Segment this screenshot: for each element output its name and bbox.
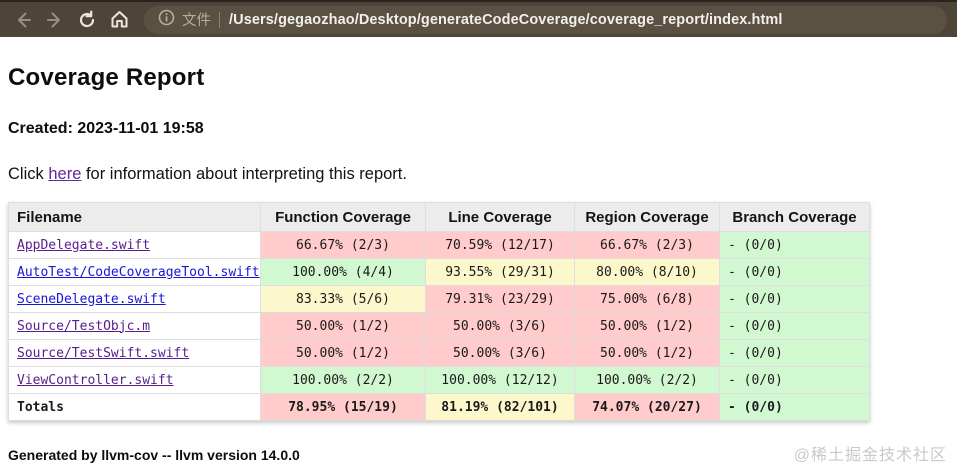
branch-coverage-cell: - (0/0): [719, 258, 870, 286]
totals-row: Totals 78.95% (15/19) 81.19% (82/101) 74.07…: [8, 393, 870, 421]
region-coverage-cell: 100.00% (2/2): [574, 366, 720, 394]
here-link[interactable]: here: [48, 165, 82, 183]
function-coverage-cell: 83.33% (5/6): [260, 285, 426, 313]
function-coverage-cell: 100.00% (4/4): [260, 258, 426, 286]
table-row: Source/TestObjc.m 50.00% (1/2) 50.00% (3/6…: [8, 312, 870, 340]
table-row: ViewController.swift 100.00% (2/2) 100.00%…: [8, 366, 870, 394]
created-timestamp: Created: 2023-11-01 19:58: [8, 120, 204, 137]
function-coverage-cell: 100.00% (2/2): [260, 366, 426, 394]
function-coverage-cell: 50.00% (1/2): [260, 339, 426, 367]
branch-coverage-cell: - (0/0): [719, 339, 870, 367]
watermark: @稀土掘金技术社区: [793, 447, 947, 464]
table-row: AutoTest/CodeCoverageTool.swift 100.00% (…: [8, 258, 870, 286]
filename-cell: Source/TestSwift.swift: [8, 339, 261, 367]
function-coverage-cell: 66.67% (2/3): [260, 231, 426, 259]
filename-cell: SceneDelegate.swift: [8, 285, 261, 313]
table-row: Source/TestSwift.swift 50.00% (1/2) 50.00%…: [8, 339, 870, 367]
filename-cell: Source/TestObjc.m: [8, 312, 261, 340]
region-coverage-cell: 50.00% (1/2): [574, 312, 720, 340]
home-icon: [109, 9, 130, 30]
filename-cell: AutoTest/CodeCoverageTool.swift: [8, 258, 261, 286]
branch-coverage-cell: - (0/0): [719, 366, 870, 394]
file-link[interactable]: SceneDelegate.swift: [17, 291, 166, 307]
region-coverage-cell: 50.00% (1/2): [574, 339, 720, 367]
function-coverage-cell: 78.95% (15/19): [260, 393, 426, 421]
line-coverage-cell: 100.00% (12/12): [425, 366, 575, 394]
line-coverage-cell: 50.00% (3/6): [425, 339, 575, 367]
line-coverage-cell: 50.00% (3/6): [425, 312, 575, 340]
address-divider: [219, 11, 220, 28]
region-coverage-cell: 66.67% (2/3): [574, 231, 720, 259]
file-link[interactable]: ViewController.swift: [17, 372, 174, 388]
reload-icon: [77, 10, 97, 30]
info-icon[interactable]: [158, 9, 175, 31]
generator-footer: Generated by llvm-cov -- llvm version 14…: [8, 447, 300, 463]
browser-toolbar: 文件 /Users/gegaozhao/Desktop/generateCode…: [0, 0, 957, 37]
column-header-region-coverage: Region Coverage: [574, 202, 720, 232]
filename-cell: AppDelegate.swift: [8, 231, 261, 259]
reload-button[interactable]: [72, 5, 102, 35]
branch-coverage-cell: - (0/0): [719, 312, 870, 340]
back-button[interactable]: [8, 5, 38, 35]
branch-coverage-cell: - (0/0): [719, 393, 870, 421]
file-link[interactable]: Source/TestObjc.m: [17, 318, 151, 334]
line-coverage-cell: 93.55% (29/31): [425, 258, 575, 286]
home-button[interactable]: [104, 5, 134, 35]
back-arrow-icon: [13, 10, 33, 30]
filename-cell: ViewController.swift: [8, 366, 261, 394]
table-row: SceneDelegate.swift 83.33% (5/6) 79.31% (2…: [8, 285, 870, 313]
forward-button[interactable]: [40, 5, 70, 35]
info-sentence-prefix: Click: [8, 165, 49, 183]
branch-coverage-cell: - (0/0): [719, 231, 870, 259]
line-coverage-cell: 81.19% (82/101): [425, 393, 575, 421]
table-header-row: Filename Function Coverage Line Coverage…: [8, 202, 870, 232]
info-sentence-suffix: for information about interpreting this …: [81, 165, 407, 183]
coverage-table: Filename Function Coverage Line Coverage…: [8, 202, 870, 421]
region-coverage-cell: 74.07% (20/27): [574, 393, 720, 421]
file-link[interactable]: AutoTest/CodeCoverageTool.swift: [17, 264, 260, 280]
column-header-line-coverage: Line Coverage: [425, 202, 575, 232]
branch-coverage-cell: - (0/0): [719, 285, 870, 313]
line-coverage-cell: 70.59% (12/17): [425, 231, 575, 259]
info-sentence: Click here for information about interpr…: [8, 165, 949, 184]
region-coverage-cell: 80.00% (8/10): [574, 258, 720, 286]
region-coverage-cell: 75.00% (6/8): [574, 285, 720, 313]
column-header-function-coverage: Function Coverage: [260, 202, 426, 232]
file-link[interactable]: Source/TestSwift.swift: [17, 345, 190, 361]
page-title: Coverage Report: [8, 64, 205, 91]
address-url[interactable]: /Users/gegaozhao/Desktop/generateCodeCov…: [229, 11, 783, 28]
forward-arrow-icon: [45, 10, 65, 30]
column-header-filename: Filename: [8, 202, 261, 232]
line-coverage-cell: 79.31% (23/29): [425, 285, 575, 313]
table-row: AppDelegate.swift 66.67% (2/3) 70.59% (12/…: [8, 231, 870, 259]
column-header-branch-coverage: Branch Coverage: [719, 202, 870, 232]
file-link[interactable]: AppDelegate.swift: [17, 237, 151, 253]
function-coverage-cell: 50.00% (1/2): [260, 312, 426, 340]
filename-cell: Totals: [8, 393, 261, 421]
file-scheme-label: 文件: [182, 13, 211, 29]
address-bar[interactable]: 文件 /Users/gegaozhao/Desktop/generateCode…: [144, 5, 947, 34]
